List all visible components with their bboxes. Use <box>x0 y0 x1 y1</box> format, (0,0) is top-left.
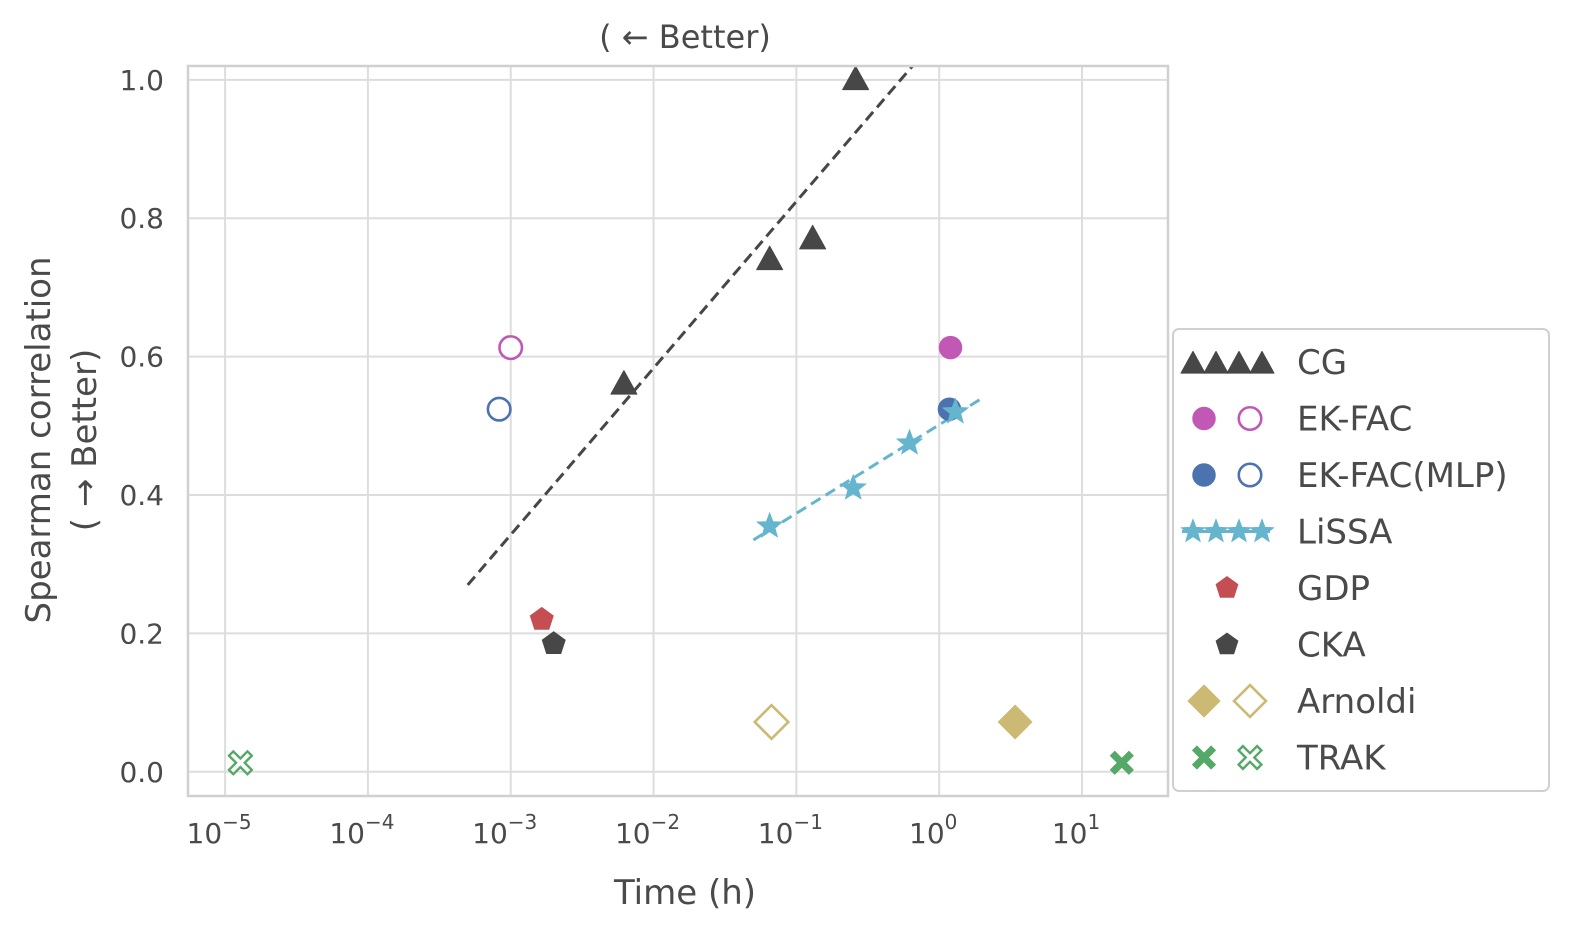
legend-marker <box>1226 518 1252 543</box>
legend-item-trak: TRAK <box>1191 739 1387 779</box>
legend-label: CKA <box>1297 626 1366 666</box>
point-cg <box>610 370 638 395</box>
x-tick-label: 10−2 <box>615 810 680 850</box>
legend-label: Arnoldi <box>1297 682 1416 722</box>
x-axis-label: Time (h) <box>613 873 756 913</box>
legend-marker-filled <box>1192 406 1216 431</box>
legend-marker <box>1180 518 1206 543</box>
legend: CG EK-FAC EK-FAC(MLP) LiSSA GDP CKA Arnoldi TRA… <box>1172 328 1550 792</box>
x-tick-label: 101 <box>1052 810 1100 850</box>
legend-marker-hollow <box>1236 744 1264 771</box>
legend-marker-hollow <box>1237 405 1263 432</box>
legend-label: EK-FAC <box>1297 400 1412 440</box>
legend-box <box>1172 328 1550 792</box>
y-tick-label: 0.2 <box>119 617 164 650</box>
legend-label: CG <box>1297 343 1347 383</box>
y-tick-label: 0.6 <box>119 341 164 374</box>
legend-marker <box>1203 350 1229 374</box>
y-tick-label: 0.4 <box>119 479 164 512</box>
legend-marker <box>1215 575 1239 598</box>
legend-label: TRAK <box>1296 739 1387 779</box>
legend-item-cka: CKA <box>1215 626 1366 666</box>
plot-frame <box>186 64 1170 798</box>
legend-label: EK-FAC(MLP) <box>1297 456 1508 496</box>
legend-marker-filled <box>1187 684 1221 718</box>
axis-ticks: 10−5 10−4 10−3 10−2 10−1 100 101 0.0 0.2 0.4 0.6 0.… <box>119 64 1100 850</box>
legend-label: LiSSA <box>1297 513 1392 553</box>
x-tick-label: 10−1 <box>758 810 823 850</box>
point-lissa <box>895 428 924 455</box>
y-axis-label-sub: ( → Better) <box>65 349 105 531</box>
legend-marker <box>1215 632 1239 655</box>
x-tick-label: 10−5 <box>187 810 252 850</box>
trend-line-lissa <box>752 396 983 542</box>
point-cg <box>756 245 784 271</box>
point-arnoldi <box>997 704 1033 740</box>
data-points <box>227 65 1134 776</box>
x-tick-label: 10−3 <box>472 810 537 850</box>
point-ek-fac <box>498 335 524 361</box>
point-arnoldi <box>752 703 791 741</box>
point-cg <box>799 224 827 250</box>
x-tick-label: 100 <box>909 810 957 850</box>
legend-marker-hollow <box>1232 683 1268 719</box>
y-axis-label: Spearman correlation <box>19 256 59 623</box>
legend-item-arnoldi: Arnoldi <box>1187 682 1416 722</box>
legend-item-gdp: GDP <box>1215 569 1370 609</box>
point-lissa <box>839 473 867 500</box>
y-tick-label: 0.0 <box>119 756 164 789</box>
legend-marker <box>1226 350 1252 374</box>
legend-label: GDP <box>1297 569 1370 609</box>
legend-item-ek-fac-mlp: EK-FAC(MLP) <box>1192 456 1508 496</box>
point-ek-fac <box>938 335 963 360</box>
y-tick-label: 1.0 <box>119 64 164 97</box>
point-lissa <box>755 511 784 538</box>
point-cka <box>541 631 566 654</box>
legend-marker-filled <box>1191 745 1217 770</box>
point-ek-fac-mlp <box>486 396 512 422</box>
x-tick-label: 10−4 <box>329 810 394 850</box>
legend-marker <box>1249 518 1275 543</box>
legend-item-cg: CG <box>1180 343 1347 383</box>
point-lissa <box>941 397 970 424</box>
legend-marker <box>1249 350 1275 374</box>
legend-item-ek-fac: EK-FAC <box>1192 400 1412 440</box>
point-trak <box>1109 750 1134 775</box>
legend-marker-hollow <box>1237 462 1263 488</box>
legend-item-lissa: LiSSA <box>1180 513 1392 553</box>
grid <box>188 66 1168 796</box>
chart-title: ( ← Better) <box>599 18 771 56</box>
legend-marker <box>1203 518 1229 543</box>
y-tick-label: 0.8 <box>119 202 164 235</box>
legend-marker-filled <box>1192 463 1216 487</box>
trend-line-cg <box>466 65 914 586</box>
legend-marker <box>1180 350 1206 374</box>
point-trak <box>227 749 254 776</box>
trend-lines <box>466 65 983 586</box>
point-gdp <box>529 606 554 630</box>
point-cg <box>842 65 870 91</box>
